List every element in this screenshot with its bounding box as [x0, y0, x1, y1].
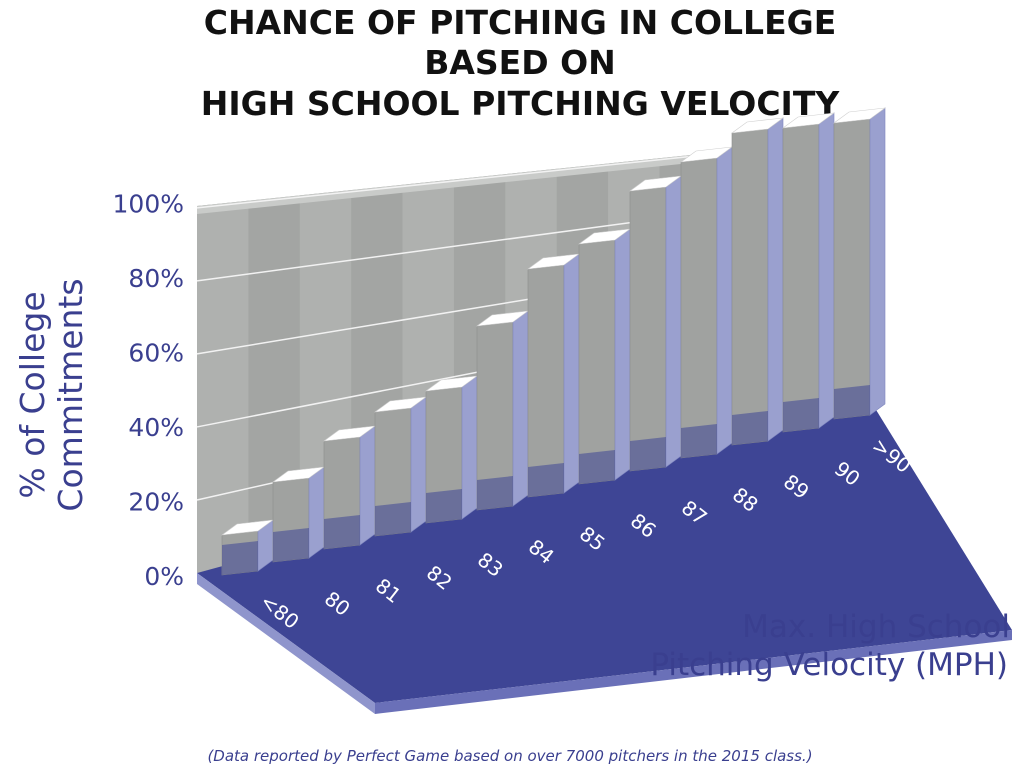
floor [197, 392, 1012, 714]
bar [730, 117, 785, 446]
bar-base-tint [681, 424, 717, 458]
y-axis-label: % of College Commitments [13, 278, 90, 511]
bar [373, 396, 428, 537]
bar-base-tint [426, 489, 462, 523]
bar-top-face [730, 117, 785, 134]
bar-side-face [665, 175, 682, 468]
bar-front-face [782, 123, 820, 433]
bar-front-face [629, 186, 667, 472]
y-axis-label-line-1: % of College [13, 291, 52, 498]
bar-side-face [359, 425, 376, 546]
bar [679, 146, 734, 459]
bar-front-face [731, 128, 769, 446]
y-tick-label: 60% [128, 339, 184, 368]
chart-title-line-1: CHANCE OF PITCHING IN COLLEGE [204, 3, 837, 42]
y-tick-labels: 0% 20% 40% 60% 80% 100% [113, 190, 184, 592]
bar-base-tint [324, 515, 360, 549]
bar-base-tint [273, 528, 309, 562]
bar [577, 228, 632, 485]
bar-side-face [563, 253, 580, 494]
bar-top-face [832, 107, 887, 124]
bar-base-tint [528, 463, 564, 497]
bar-base-tint [375, 502, 411, 536]
y-tick-label: 100% [113, 190, 184, 219]
bar [322, 425, 377, 550]
bar-side-face [308, 466, 325, 559]
y-tick-label: 80% [128, 264, 184, 293]
bar-base-tint [477, 476, 513, 510]
bar-front-face [680, 157, 718, 459]
bar [781, 112, 836, 433]
x-axis-label-line-2: Pitching Velocity (MPH) [650, 647, 1008, 683]
floor-edge-front [375, 630, 1012, 714]
bar-base-tint [834, 385, 870, 419]
bar-side-face [461, 375, 478, 520]
bar [832, 107, 887, 420]
bar-base-tint [222, 541, 258, 575]
floor-edge-left [197, 573, 375, 714]
y-tick-label: 40% [128, 413, 184, 442]
footnote: (Data reported by Perfect Game based on … [207, 747, 812, 765]
bar-front-face [578, 239, 616, 485]
bar [271, 466, 326, 563]
bar-side-face [716, 146, 733, 455]
bar-side-face [767, 117, 784, 442]
bar-side-face [869, 107, 886, 416]
bar [628, 175, 683, 472]
y-tick-label: 20% [128, 488, 184, 517]
y-tick-label: 0% [144, 562, 184, 591]
chart-title: CHANCE OF PITCHING IN COLLEGE BASED ON H… [201, 3, 841, 123]
wall-stripe [197, 200, 249, 573]
bar [220, 519, 275, 576]
chart-title-line-3: HIGH SCHOOL PITCHING VELOCITY [201, 84, 841, 123]
bar-side-face [512, 310, 529, 507]
bar-top-face [781, 112, 836, 129]
chart-title-line-2: BASED ON [424, 43, 616, 82]
bar-side-face [818, 112, 835, 429]
bar-side-face [410, 396, 427, 533]
bar-front-face [833, 118, 871, 420]
bar-front-face [527, 264, 565, 498]
x-axis-label-line-1: Max. High School [742, 609, 1010, 645]
bar-base-tint [783, 398, 819, 432]
floor-plane [197, 392, 1012, 703]
y-axis-label-line-2: Commitments [51, 278, 90, 511]
bar-side-face [614, 228, 631, 481]
x-axis-label: Max. High School Pitching Velocity (MPH) [650, 609, 1010, 683]
bar [424, 375, 479, 524]
bar [526, 253, 581, 498]
bar-base-tint [630, 437, 666, 471]
bar [475, 310, 530, 511]
bar-base-tint [579, 450, 615, 484]
bar-base-tint [732, 411, 768, 445]
bars [220, 107, 887, 576]
